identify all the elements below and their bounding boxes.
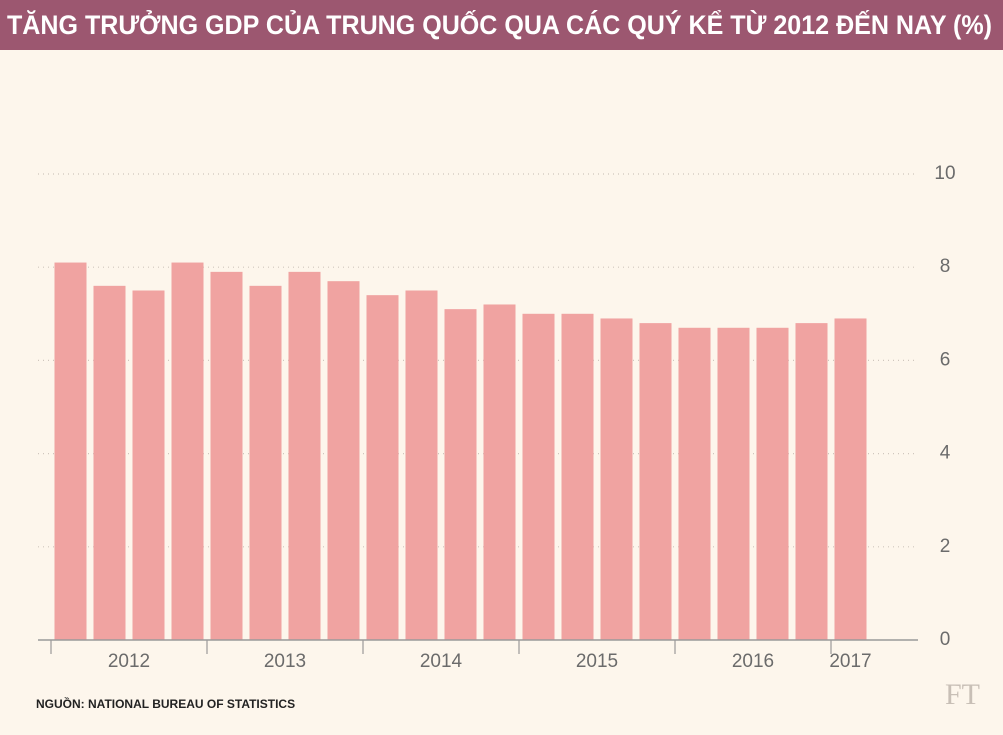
x-tick-label: 2014 bbox=[420, 651, 463, 672]
bar bbox=[600, 318, 633, 640]
bar bbox=[717, 327, 750, 640]
y-tick-label: 10 bbox=[934, 163, 955, 184]
bar bbox=[522, 313, 555, 640]
bar bbox=[171, 262, 204, 640]
x-tick-label: 2015 bbox=[576, 651, 618, 672]
x-tick-label: 2017 bbox=[829, 651, 871, 672]
bar bbox=[795, 323, 828, 640]
bar bbox=[756, 327, 789, 640]
source: NGUỒN: NATIONAL BUREAU OF STATISTICS bbox=[36, 696, 295, 711]
bar bbox=[249, 285, 282, 640]
y-tick-label: 2 bbox=[940, 536, 951, 557]
bar bbox=[483, 304, 516, 640]
bar bbox=[132, 290, 165, 640]
x-tick-label: 2012 bbox=[108, 651, 150, 672]
y-tick-label: 4 bbox=[940, 443, 951, 464]
y-tick-label: 0 bbox=[940, 629, 951, 650]
y-tick-label: 8 bbox=[940, 256, 951, 277]
title-banner bbox=[0, 0, 1003, 50]
logo: FT bbox=[945, 678, 980, 711]
bar bbox=[210, 271, 243, 640]
chart-title: TĂNG TRƯỞNG GDP CỦA TRUNG QUỐC QUA CÁC Q… bbox=[7, 8, 992, 40]
bar bbox=[366, 295, 399, 640]
bar bbox=[639, 323, 672, 640]
bar bbox=[561, 313, 594, 640]
bar bbox=[288, 271, 321, 640]
bar bbox=[327, 281, 360, 640]
bar bbox=[834, 318, 867, 640]
bar bbox=[54, 262, 87, 640]
bar bbox=[678, 327, 711, 640]
x-tick-label: 2013 bbox=[264, 651, 306, 672]
bar bbox=[444, 309, 477, 640]
bar bbox=[93, 285, 126, 640]
y-tick-label: 6 bbox=[940, 349, 951, 370]
bar bbox=[405, 290, 438, 640]
x-tick-label: 2016 bbox=[732, 651, 774, 672]
